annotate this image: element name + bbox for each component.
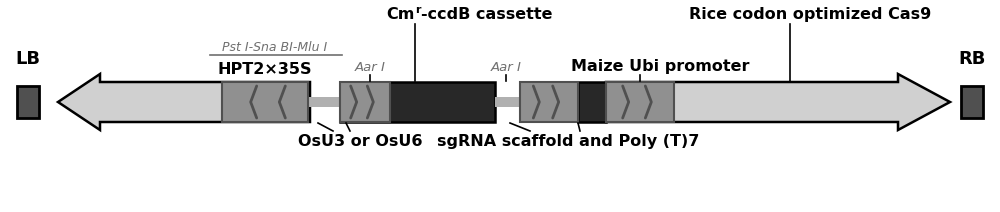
- Text: -ccdB cassette: -ccdB cassette: [421, 7, 552, 22]
- Bar: [606, 82, 674, 122]
- Text: RB: RB: [958, 50, 986, 68]
- Text: Maize Ubi promoter: Maize Ubi promoter: [571, 59, 749, 74]
- Bar: [520, 82, 578, 122]
- Text: OsU3 or OsU6: OsU3 or OsU6: [298, 134, 422, 149]
- Text: Aar I: Aar I: [355, 61, 385, 74]
- Text: Aar I: Aar I: [491, 61, 521, 74]
- Text: Pst I-Sna BI-Mlu I: Pst I-Sna BI-Mlu I: [222, 41, 328, 54]
- Text: sgRNA scaffold and Poly (T)7: sgRNA scaffold and Poly (T)7: [437, 134, 699, 149]
- Bar: [495, 97, 520, 107]
- Bar: [222, 82, 308, 122]
- FancyArrow shape: [606, 74, 950, 130]
- Text: HPT2×35S: HPT2×35S: [218, 62, 312, 77]
- Bar: [308, 97, 340, 107]
- Bar: [17, 86, 39, 118]
- Bar: [340, 82, 495, 122]
- Bar: [961, 86, 983, 118]
- Text: Cm: Cm: [387, 7, 415, 22]
- Bar: [340, 82, 390, 122]
- FancyArrow shape: [58, 74, 310, 130]
- Text: Rice codon optimized Cas9: Rice codon optimized Cas9: [689, 7, 931, 22]
- Text: LB: LB: [16, 50, 40, 68]
- Bar: [578, 82, 606, 122]
- Text: r: r: [415, 5, 420, 15]
